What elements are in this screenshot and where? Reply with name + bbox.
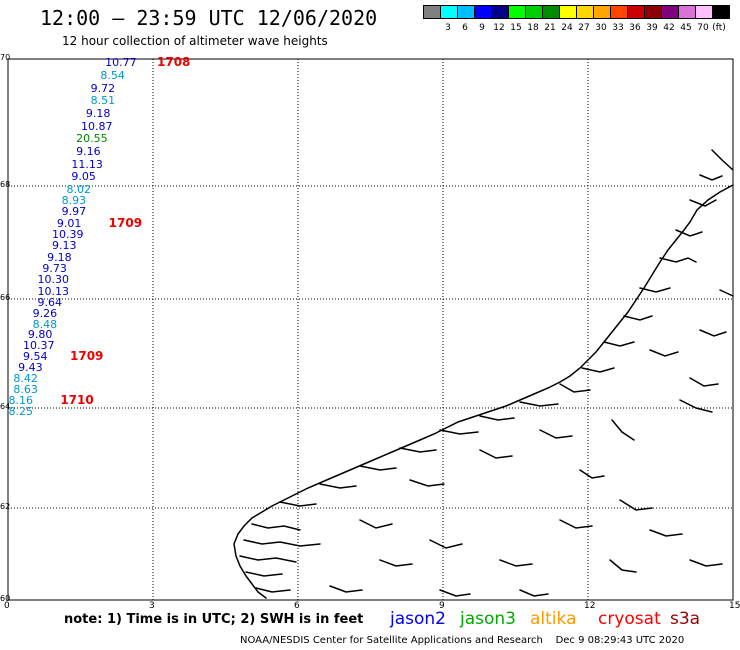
pass-time-label: 1709 [108, 215, 143, 230]
wave-height-value: 10.39 [52, 228, 84, 242]
map-footer: NOAA/NESDIS Center for Satellite Applica… [240, 635, 684, 646]
scale-label: 45 [680, 23, 692, 33]
wave-height-value: 8.16 [8, 393, 34, 407]
wave-height-value: 9.16 [76, 145, 101, 159]
wave-height-value: 9.80 [27, 328, 53, 342]
footer-timestamp: Dec 9 08:29:43 UTC 2020 [555, 635, 685, 646]
scale-label: 6 [462, 23, 468, 33]
scale-label: 36 [629, 23, 641, 33]
wave-height-value: 8.93 [61, 194, 87, 208]
wave-height-value: 9.54 [23, 350, 48, 364]
wave-height-value: 8.51 [90, 94, 116, 108]
lat-lon-grid [8, 58, 733, 600]
wave-height-value: 9.43 [18, 361, 43, 375]
inland-lakes [329, 289, 734, 597]
scale-label: 33 [612, 23, 624, 33]
wave-height-value: 9.64 [37, 295, 63, 309]
pass-time-label: 1708 [157, 55, 191, 70]
lon-label: 9 [439, 601, 445, 611]
lon-label: 6 [294, 601, 300, 611]
scale-label: 3 [445, 23, 451, 33]
scale-label: 42 [663, 23, 675, 33]
wave-height-value: 9.97 [61, 205, 87, 219]
wave-height-value: 10.77 [105, 56, 137, 70]
scale-swatch [712, 5, 730, 19]
lat-label: 62 [0, 502, 11, 511]
satellite-altika: altika [530, 609, 577, 629]
wave-height-value: 10.87 [81, 119, 113, 133]
wave-height-value: 8.63 [13, 382, 38, 396]
scale-label: 9 [479, 23, 485, 33]
lat-label: 60 [0, 594, 11, 603]
lon-label: 15 [729, 601, 740, 611]
wave-height-value: 9.72 [90, 81, 116, 95]
wave-height-value: 9.18 [85, 106, 111, 120]
wave-height-value: 8.54 [100, 68, 125, 82]
wave-height-value: 9.18 [47, 250, 72, 264]
wave-height-value: 8.25 [8, 404, 34, 418]
satellite-cryosat: cryosat [598, 609, 661, 629]
footer-center: NOAA/NESDIS Center for Satellite Applica… [240, 635, 543, 646]
lon-label: 3 [149, 601, 155, 611]
scale-label: 12 [493, 23, 505, 33]
scale-label: 70 [697, 23, 709, 33]
wave-height-value: 10.30 [37, 273, 70, 287]
lat-label: 68 [0, 180, 11, 189]
map-subtitle: 12 hour collection of altimeter wave hei… [62, 34, 328, 48]
map-title: 12:00 – 23:59 UTC 12/06/2020 [40, 6, 378, 30]
wave-height-value: 8.02 [66, 182, 92, 196]
scale-label: 21 [544, 23, 556, 33]
pass-time-label: 1709 [70, 349, 104, 364]
lat-label: 64 [0, 402, 11, 411]
wave-height-value: 20.55 [76, 132, 108, 146]
wave-height-value: 9.01 [56, 216, 82, 230]
scale-label: 15 [510, 23, 522, 33]
wave-height-value: 9.05 [71, 170, 96, 184]
wave-height-value: 8.42 [13, 372, 38, 386]
wave-height-value: 10.13 [37, 284, 70, 298]
scale-label: 18 [527, 23, 539, 33]
lon-label: 0 [4, 601, 10, 611]
lon-label: 12 [584, 601, 596, 611]
scale-unit: (ft) [712, 23, 726, 33]
map-frame [7, 58, 734, 601]
satellite-jason3: jason3 [460, 609, 516, 629]
scale-label: 27 [578, 23, 590, 33]
scale-label: 30 [595, 23, 607, 33]
coastline [233, 149, 734, 599]
scale-label: 24 [561, 23, 573, 33]
lat-label: 70 [0, 53, 11, 62]
pass-time-label: 1710 [60, 392, 94, 407]
wave-height-value: 11.13 [71, 157, 103, 171]
wave-height-value: 9.73 [42, 261, 67, 275]
satellite-jason2: jason2 [390, 609, 446, 629]
scale-label: 39 [646, 23, 658, 33]
lat-label: 66 [0, 293, 11, 302]
wave-height-value: 8.48 [32, 317, 58, 331]
satellite-s3a: s3a [670, 609, 701, 629]
wave-height-value: 9.13 [52, 239, 77, 253]
wave-height-value: 9.26 [32, 306, 58, 320]
map-note: note: 1) Time is in UTC; 2) SWH is in fe… [64, 612, 364, 627]
wave-height-value: 10.37 [23, 339, 55, 353]
